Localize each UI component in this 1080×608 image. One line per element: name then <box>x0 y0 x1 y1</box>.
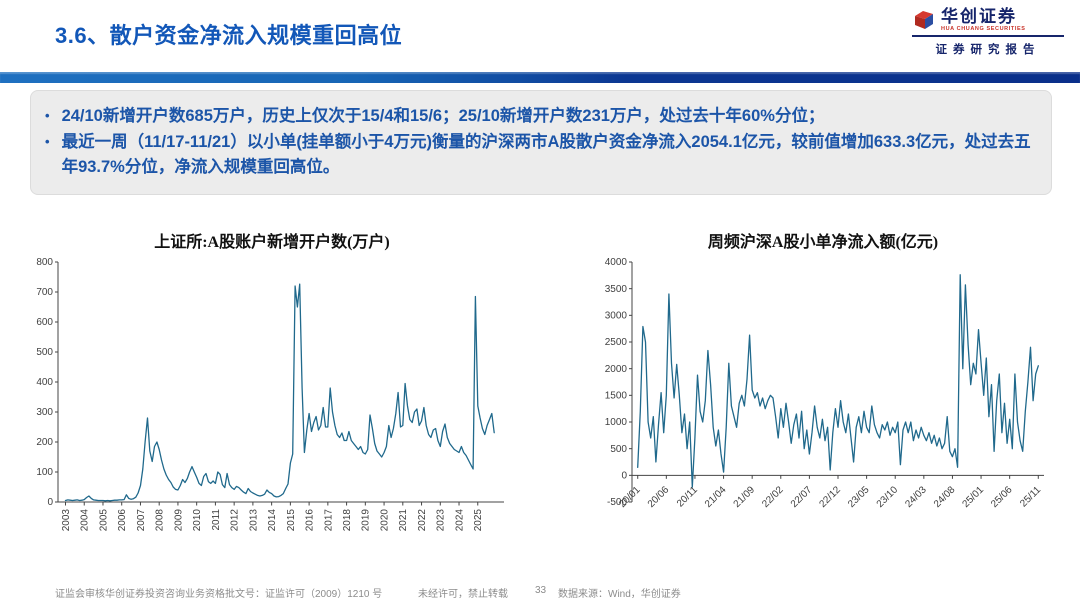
summary-bullet-2: • 最近一周（11/17-11/21）以小单(挂单额小于4万元)衡量的沪深两市A… <box>45 130 1033 181</box>
chart-title-left: 上证所:A股账户新增开户数(万户) <box>154 234 390 251</box>
line-chart-small-order-inflow: -500 0 500 1000 1500 2000 2500 3000 3500 4000 20/0… <box>605 257 1044 510</box>
footer: 证监会审核华创证券投资咨询业务资格批文号：证监许可（2009）1210 号 未经… <box>0 585 1080 605</box>
svg-text:2019: 2019 <box>361 509 372 532</box>
svg-text:100: 100 <box>36 467 53 478</box>
svg-text:2009: 2009 <box>173 509 184 532</box>
svg-text:3500: 3500 <box>605 284 628 295</box>
svg-text:21/04: 21/04 <box>703 484 729 510</box>
svg-text:25/06: 25/06 <box>989 484 1015 510</box>
svg-text:2012: 2012 <box>230 509 241 532</box>
chart-title-right: 周频沪深A股小单净流入额(亿元) <box>707 234 939 251</box>
svg-text:600: 600 <box>36 317 53 328</box>
data-source: 数据来源：Wind，华创证券 <box>558 589 681 600</box>
svg-text:21/09: 21/09 <box>732 484 758 510</box>
svg-text:2011: 2011 <box>211 509 222 531</box>
svg-text:200: 200 <box>36 437 53 448</box>
svg-text:4000: 4000 <box>605 257 628 268</box>
brand-logo-top: 华创证券 HUA CHUANG SECURITIES <box>912 8 1064 37</box>
page-title: 3.6、散户资金净流入规模重回高位 <box>55 23 403 48</box>
logo-cube-icon <box>915 11 933 29</box>
svg-text:2004: 2004 <box>80 509 91 532</box>
figure-small-order-inflow: 周频沪深A股小单净流入额(亿元) -500 0 500 1000 1500 2000 250… <box>588 228 1058 566</box>
svg-text:22/12: 22/12 <box>817 484 843 510</box>
brand-name-cn: 华创证券 <box>941 7 1017 27</box>
page-number: 33 <box>535 585 547 596</box>
svg-text:23/10: 23/10 <box>875 484 901 510</box>
svg-text:0: 0 <box>47 497 53 508</box>
charts-row: 上证所:A股账户新增开户数(万户) 0 100 200 300 400 500 600 700… <box>0 228 1080 566</box>
svg-text:25/11: 25/11 <box>1018 484 1043 509</box>
svg-text:2014: 2014 <box>267 509 278 532</box>
svg-text:25/01: 25/01 <box>961 484 987 510</box>
summary-text-1: 24/10新增开户数685万户，历史上仅次于15/4和15/6；25/10新增开… <box>61 107 825 125</box>
line-chart-new-accounts: 0 100 200 300 400 500 600 700 800 2003 2004 2005 200… <box>36 257 504 532</box>
svg-text:1000: 1000 <box>605 417 628 428</box>
svg-text:23/05: 23/05 <box>846 484 872 510</box>
svg-text:2015: 2015 <box>286 509 297 532</box>
svg-text:2018: 2018 <box>342 509 353 532</box>
svg-text:500: 500 <box>610 444 627 455</box>
svg-text:500: 500 <box>36 347 53 358</box>
bullet-marker: • <box>45 108 50 123</box>
svg-text:2000: 2000 <box>605 364 628 375</box>
svg-text:2013: 2013 <box>248 509 259 532</box>
svg-text:20/06: 20/06 <box>646 484 672 510</box>
svg-text:24/08: 24/08 <box>932 484 958 510</box>
svg-text:300: 300 <box>36 407 53 418</box>
bullet-marker: • <box>45 133 50 149</box>
svg-text:2017: 2017 <box>323 509 334 532</box>
svg-text:2025: 2025 <box>473 509 484 532</box>
svg-text:0: 0 <box>621 471 627 482</box>
svg-text:2008: 2008 <box>155 509 166 532</box>
report-type-label: 证券研究报告 <box>935 44 1041 56</box>
svg-text:2020: 2020 <box>379 509 390 532</box>
svg-text:2500: 2500 <box>605 337 628 348</box>
summary-text-2: 最近一周（11/17-11/21）以小单(挂单额小于4万元)衡量的沪深两市A股散… <box>61 132 1031 177</box>
summary-box: • 24/10新增开户数685万户，历史上仅次于15/4和15/6；25/10新… <box>30 90 1052 195</box>
svg-text:2010: 2010 <box>192 509 203 532</box>
svg-text:2007: 2007 <box>136 509 147 532</box>
svg-text:20/01: 20/01 <box>617 484 643 510</box>
brand-logo: 华创证券 HUA CHUANG SECURITIES 证券研究报告 <box>912 8 1064 57</box>
brand-name-en: HUA CHUANG SECURITIES <box>941 25 1026 32</box>
svg-text:2006: 2006 <box>117 509 128 532</box>
svg-text:2022: 2022 <box>417 509 428 532</box>
svg-text:3000: 3000 <box>605 311 628 322</box>
summary-bullet-1: • 24/10新增开户数685万户，历史上仅次于15/4和15/6；25/10新… <box>45 104 1033 130</box>
footer-license: 证监会审核华创证券投资咨询业务资格批文号：证监许可（2009）1210 号 <box>55 589 383 600</box>
svg-text:22/07: 22/07 <box>789 484 815 510</box>
svg-text:22/02: 22/02 <box>760 484 786 510</box>
svg-text:400: 400 <box>36 377 53 388</box>
header-divider <box>0 72 1080 83</box>
svg-text:700: 700 <box>36 287 53 298</box>
svg-text:20/11: 20/11 <box>675 484 700 509</box>
svg-text:2021: 2021 <box>398 509 409 532</box>
figure-new-accounts: 上证所:A股账户新增开户数(万户) 0 100 200 300 400 500 600 700… <box>22 228 522 566</box>
svg-text:2003: 2003 <box>61 509 72 532</box>
footer-notice: 未经许可，禁止转载 <box>418 589 508 600</box>
svg-text:2024: 2024 <box>454 509 465 532</box>
svg-text:1500: 1500 <box>605 391 628 402</box>
svg-text:2023: 2023 <box>436 509 447 532</box>
svg-text:24/03: 24/03 <box>903 484 929 510</box>
svg-text:2016: 2016 <box>305 509 316 532</box>
svg-text:800: 800 <box>36 257 53 268</box>
brand-names: 华创证券 HUA CHUANG SECURITIES <box>941 8 1026 32</box>
svg-text:-500: -500 <box>607 497 627 508</box>
svg-text:2005: 2005 <box>98 509 109 532</box>
